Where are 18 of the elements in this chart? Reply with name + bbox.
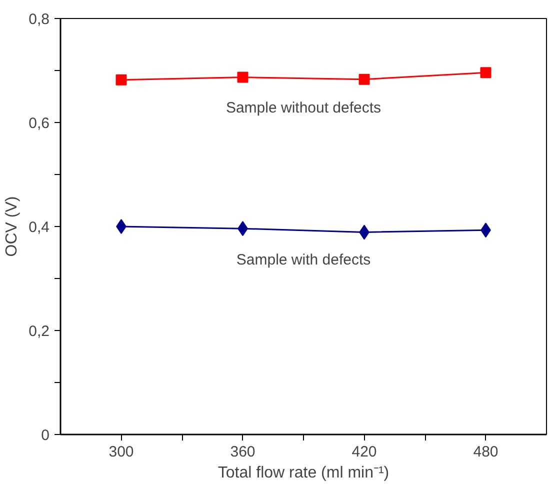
y-tick-label: 0,8	[28, 11, 50, 28]
x-tick-label: 420	[352, 444, 377, 460]
x-tick-label: 360	[230, 444, 256, 460]
series-label: Sample with defects	[236, 252, 371, 269]
x-tick-label: 300	[108, 444, 134, 460]
y-tick-label: 0,4	[28, 219, 50, 236]
y-tick-label: 0,2	[28, 323, 50, 340]
point	[116, 74, 127, 86]
y-tick-label: 0	[41, 427, 50, 444]
point	[237, 72, 248, 83]
x-axis-title: Total flow rate (ml min⁻¹)	[218, 464, 390, 482]
point	[480, 67, 492, 78]
point	[116, 219, 126, 234]
y-tick-label: 0,6	[28, 115, 50, 132]
x-tick-label: 480	[473, 444, 498, 460]
point	[358, 74, 370, 85]
y-axis-title: OCV (V)	[4, 196, 21, 257]
series-label: Sample without defects	[226, 99, 382, 116]
